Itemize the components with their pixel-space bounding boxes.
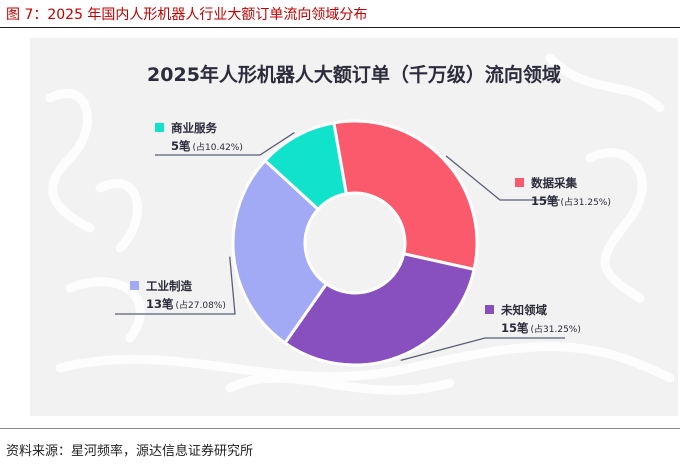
source-note: 资料来源：星河频率，源达信息证券研究所 [6,444,254,459]
label-swatch-3 [130,281,139,290]
donut-slice-3 [231,158,329,346]
slice-label-name-4: 商业服务 [171,121,217,135]
leader-line-3 [115,256,236,315]
slice-label-name-3: 工业制造 [146,279,192,293]
leader-line-1 [445,155,560,201]
top-divider [0,27,680,28]
label-swatch-1 [515,178,524,187]
slice-label-name-2: 未知领域 [500,303,547,317]
bottom-divider [0,428,680,429]
label-swatch-2 [485,305,494,314]
background-scribbles [45,53,675,395]
chart-title: 2025年人形机器人大额订单（千万级）流向领域 [147,63,561,86]
leader-line-2 [400,337,565,362]
slice-label-value-4: 5笔 (占10.42%) [171,139,243,153]
donut-chart: 2025年人形机器人大额订单（千万级）流向领域 数据采集 15笔 (占31.25%)… [45,53,675,395]
slice-label-name-1: 数据采集 [531,176,577,190]
chart-panel: 2025年人形机器人大额订单（千万级）流向领域 数据采集 15笔 (占31.25%)… [30,38,678,416]
slice-label-value-2: 15笔 (占31.25%) [501,321,581,335]
figure-caption: 图 7：2025 年国内人形机器人行业大额订单流向领域分布 [6,7,368,23]
donut-slice-2 [282,252,476,367]
leader-line-4 [155,131,295,156]
donut-slice-1 [332,119,479,272]
slice-label-value-1: 15笔 (占31.25%) [531,194,611,208]
donut-slice-4 [262,121,349,212]
label-swatch-4 [155,123,164,132]
slice-label-value-3: 13笔 (占27.08%) [146,297,226,311]
